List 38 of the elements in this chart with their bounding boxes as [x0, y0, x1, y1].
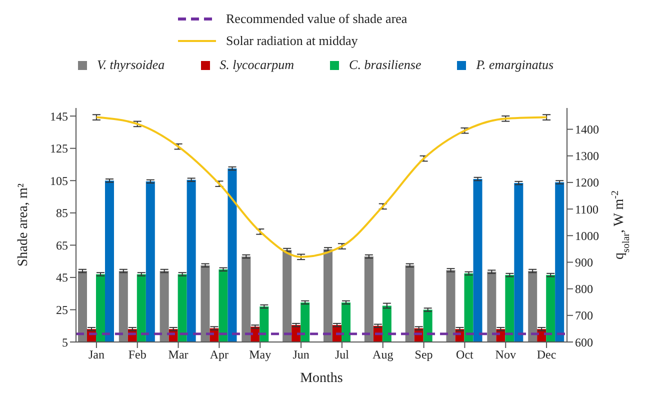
y-axis-title: Shade area, m²: [16, 183, 31, 267]
x-tick-label: Oct: [456, 348, 474, 362]
y2-tick-label: 800: [575, 282, 593, 296]
y2-tick-label: 1300: [575, 149, 599, 164]
x-tick-label: Feb: [128, 348, 146, 362]
x-tick-label: Nov: [495, 348, 516, 362]
x-tick-label: May: [249, 348, 272, 362]
legend-label: V. thyrsoidea: [97, 57, 165, 73]
y-tick-label: 25: [56, 302, 68, 317]
y2-tick-label: 1000: [575, 228, 599, 243]
y2-tick-label: 900: [575, 255, 593, 270]
x-axis-title: Months: [300, 371, 343, 386]
x-tick-label: Jul: [334, 348, 350, 362]
y-tick-label: 85: [56, 206, 68, 220]
y-tick-label: 65: [56, 238, 68, 252]
legend-label: S. lycocarpum: [220, 57, 294, 73]
y2-tick-label: 1200: [575, 176, 599, 190]
y2-tick-label: 1100: [575, 202, 599, 216]
x-tick-label: Sep: [414, 348, 433, 362]
x-tick-label: Dec: [536, 348, 556, 362]
y-tick-label: 145: [50, 109, 68, 124]
legend-label: Recommended value of shade area: [226, 11, 408, 27]
y2-tick-label: 600: [575, 335, 593, 350]
x-tick-label: Mar: [168, 348, 188, 362]
legend-label: P. emarginatus: [476, 57, 554, 73]
legend-label: C. brasiliense: [349, 57, 422, 73]
y-tick-label: 105: [50, 174, 68, 188]
x-tick-label: Jun: [292, 348, 310, 362]
x-tick-label: Jan: [88, 348, 104, 362]
y2-tick-label: 700: [575, 308, 593, 323]
y-tick-label: 125: [50, 142, 68, 156]
x-tick-label: Aug: [372, 348, 394, 362]
y-tick-label: 45: [56, 270, 68, 285]
y2-tick-label: 1400: [575, 122, 599, 137]
y-tick-label: 5: [62, 335, 68, 350]
line-series: [95, 116, 548, 258]
legend-label: Solar radiation at midday: [226, 33, 358, 49]
x-tick-label: Apr: [210, 348, 229, 362]
